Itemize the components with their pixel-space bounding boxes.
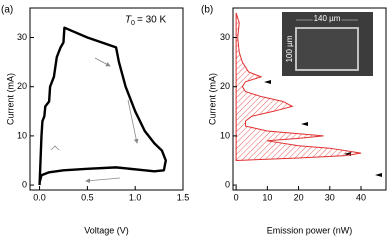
x-tick-label: 20 — [294, 192, 304, 202]
y-tick-label: 20 — [17, 81, 27, 91]
x-tick-label: 1.5 — [177, 192, 190, 202]
inset-height-label: 100 µm — [285, 35, 294, 62]
x-tick-label: 40 — [356, 192, 366, 202]
annotation-symbol: T — [125, 15, 132, 26]
inset-device — [295, 27, 359, 71]
x-tick-label: 1.0 — [129, 192, 142, 202]
y-tick-label: 10 — [17, 130, 27, 140]
inset-width-label: 140 µm — [314, 14, 341, 23]
x-axis-label: Emission power (nW) — [267, 225, 353, 235]
x-tick-label: 10 — [262, 192, 272, 202]
y-tick-label: 0 — [225, 179, 230, 189]
x-tick-label: 0.5 — [81, 192, 94, 202]
y-tick-label: 30 — [17, 32, 27, 42]
annotation-text: = 30 K — [137, 15, 167, 26]
y-axis-label: Current (mA) — [207, 73, 217, 125]
y-tick-label: 0 — [22, 179, 27, 189]
data-line — [38, 26, 167, 186]
peak-markers — [264, 80, 382, 177]
y-axis-label: Current (mA) — [5, 73, 15, 125]
y-tick-label: 20 — [220, 81, 230, 91]
emission-area — [235, 12, 362, 162]
x-axis-label: Voltage (V) — [84, 225, 129, 235]
y-tick-label: 30 — [220, 32, 230, 42]
plot-frame — [29, 7, 184, 191]
x-tick-label: 0.0 — [33, 192, 46, 202]
plot-frame — [232, 7, 387, 191]
arrows-a — [50, 57, 139, 184]
panel-label: (a) — [1, 5, 13, 16]
annotation-subscript: 0 — [131, 20, 135, 27]
x-tick-label: 30 — [325, 192, 335, 202]
panel-label: (b) — [201, 5, 213, 16]
x-tick-label: 0 — [234, 192, 239, 202]
y-tick-label: 10 — [220, 130, 230, 140]
